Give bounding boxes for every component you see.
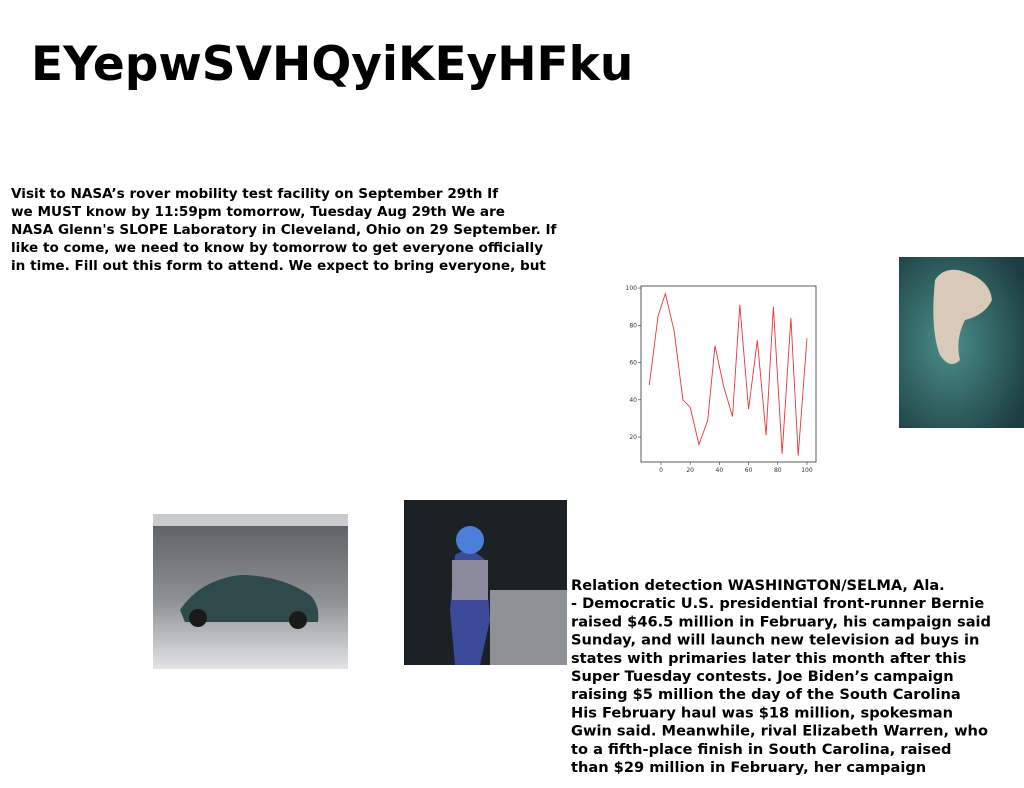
paragraph-line: to a fifth-place finish in South Carolin… (571, 741, 951, 758)
paragraph-line: Relation detection WASHINGTON/SELMA, Ala… (571, 577, 945, 594)
paragraph-line: in time. Fill out this form to attend. W… (11, 258, 546, 274)
data-line (648, 291, 808, 456)
y-tick-label: 60 (629, 360, 637, 367)
page-title: EYepwSVHQyiKEyHFku (31, 37, 633, 92)
y-tick-label: 20 (629, 434, 637, 441)
paragraph-line: than $29 million in February, her campai… (571, 759, 926, 776)
x-tick-label: 60 (745, 467, 753, 474)
paragraph-line: Super Tuesday contests. Joe Biden’s camp… (571, 668, 954, 685)
paragraph-line: states with primaries later this month a… (571, 650, 966, 667)
paragraph-line: NASA Glenn's SLOPE Laboratory in Clevela… (11, 222, 558, 238)
x-tick-label: 80 (774, 467, 782, 474)
paragraph-line: raised $46.5 million in February, his ca… (571, 613, 991, 630)
person-image (404, 500, 567, 665)
car-image (153, 514, 348, 669)
paragraph-line: - Democratic U.S. presidential front-run… (571, 595, 984, 612)
x-tick-label: 100 (801, 467, 813, 474)
paragraph-line: His February haul was $18 million, spoke… (571, 704, 953, 721)
x-tick-label: 40 (716, 467, 724, 474)
y-tick-label: 100 (626, 285, 638, 292)
chart-frame (640, 285, 817, 463)
x-tick-label: 0 (659, 467, 663, 474)
y-tick-label: 80 (629, 322, 637, 329)
paragraph-line: Visit to NASA’s rover mobility test faci… (11, 186, 499, 202)
rock-image (899, 257, 1024, 428)
paragraph-line: Sunday, and will launch new television a… (571, 632, 979, 649)
paragraph-line: we MUST know by 11:59pm tomorrow, Tuesda… (11, 204, 505, 220)
paragraph-line: like to come, we need to know by tomorro… (11, 240, 543, 256)
paragraph-line: raising $5 million the day of the South … (571, 686, 961, 703)
paragraph-line: Gwin said. Meanwhile, rival Elizabeth Wa… (571, 723, 988, 740)
x-tick-label: 20 (686, 467, 694, 474)
y-tick-label: 40 (629, 397, 637, 404)
